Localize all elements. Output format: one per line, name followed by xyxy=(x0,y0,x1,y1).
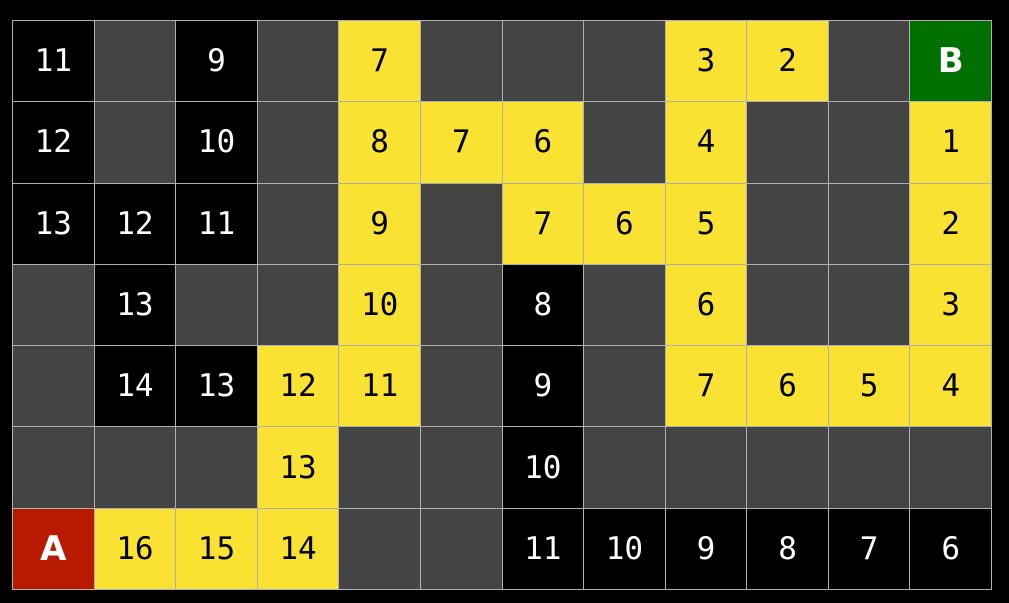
grid-cell-path: 3 xyxy=(910,264,991,346)
grid-cell-empty xyxy=(584,427,665,508)
grid-cell-empty xyxy=(420,183,502,264)
grid-cell-empty xyxy=(13,427,94,508)
grid-cell-empty xyxy=(420,21,502,102)
grid-cell-path: 11 xyxy=(339,346,420,427)
grid-cell-empty xyxy=(584,21,665,102)
grid-cell-explored: 10 xyxy=(176,102,257,183)
grid-cell-empty xyxy=(420,264,502,346)
grid-cell-explored: 7 xyxy=(828,508,910,589)
grid-cell-empty xyxy=(94,427,176,508)
grid-cell-explored: 12 xyxy=(94,183,176,264)
grid-cell-explored: 11 xyxy=(13,21,94,102)
grid-cell-path: 13 xyxy=(257,427,339,508)
grid-cell-explored: 13 xyxy=(94,264,176,346)
grid-cell-path: 7 xyxy=(339,21,420,102)
grid-cell-empty xyxy=(828,102,910,183)
grid-cell-explored: 13 xyxy=(176,346,257,427)
grid-cell-empty xyxy=(420,508,502,589)
grid-cell-empty xyxy=(747,264,828,346)
grid-cell-empty xyxy=(257,183,339,264)
grid-cell-empty xyxy=(94,21,176,102)
grid-cell-path: 6 xyxy=(502,102,584,183)
grid-cell-empty xyxy=(257,21,339,102)
grid-cell-path: 7 xyxy=(665,346,747,427)
grid-cell-path: 6 xyxy=(584,183,665,264)
grid-cell-path: 1 xyxy=(910,102,991,183)
grid-cell-explored: 10 xyxy=(584,508,665,589)
grid-cell-path: 3 xyxy=(665,21,747,102)
grid-cell-path: 4 xyxy=(665,102,747,183)
grid-cell-explored: 12 xyxy=(13,102,94,183)
grid-cell-empty xyxy=(747,183,828,264)
grid-cell-path: 5 xyxy=(665,183,747,264)
grid-cell-path: 4 xyxy=(910,346,991,427)
maze-grid: 11 9 7 3 2 B 12 10 8 7 6 4 1 13 12 11 9 7 6 5 2 13 10 8 6 3 14 13 12… xyxy=(12,20,992,590)
grid-cell-path: 2 xyxy=(747,21,828,102)
grid-cell-empty xyxy=(176,264,257,346)
grid-cell-empty xyxy=(339,427,420,508)
grid-cell-path: 7 xyxy=(502,183,584,264)
grid-cell-empty xyxy=(339,508,420,589)
grid-cell-empty xyxy=(828,264,910,346)
grid-cell-explored: 8 xyxy=(502,264,584,346)
grid-cell-path: 8 xyxy=(339,102,420,183)
grid-cell-empty xyxy=(665,427,747,508)
grid-cell-explored: 11 xyxy=(176,183,257,264)
grid-cell-path: 16 xyxy=(94,508,176,589)
grid-cell-empty xyxy=(747,102,828,183)
start-cell: A xyxy=(13,508,94,589)
grid-cell-empty xyxy=(584,264,665,346)
grid-cell-explored: 14 xyxy=(94,346,176,427)
grid-cell-path: 7 xyxy=(420,102,502,183)
grid-cell-empty xyxy=(910,427,991,508)
grid-cell-path: 15 xyxy=(176,508,257,589)
grid-cell-explored: 10 xyxy=(502,427,584,508)
grid-cell-explored: 8 xyxy=(747,508,828,589)
grid-cell-explored: 9 xyxy=(176,21,257,102)
grid-cell-path: 14 xyxy=(257,508,339,589)
grid-cell-empty xyxy=(176,427,257,508)
grid-cell-explored: 9 xyxy=(665,508,747,589)
grid-cell-explored: 13 xyxy=(13,183,94,264)
grid-cell-empty xyxy=(584,102,665,183)
grid-cell-path: 6 xyxy=(665,264,747,346)
grid-cell-explored: 6 xyxy=(910,508,991,589)
grid-cell-empty xyxy=(747,427,828,508)
grid-cell-path: 6 xyxy=(747,346,828,427)
grid-cell-path: 9 xyxy=(339,183,420,264)
grid-cell-path: 5 xyxy=(828,346,910,427)
grid-cell-path: 10 xyxy=(339,264,420,346)
grid-cell-explored: 9 xyxy=(502,346,584,427)
goal-cell: B xyxy=(910,21,991,102)
grid-cell-empty xyxy=(828,21,910,102)
grid-cell-path: 2 xyxy=(910,183,991,264)
grid-cell-empty xyxy=(420,427,502,508)
grid-cell-empty xyxy=(257,102,339,183)
grid-cell-empty xyxy=(420,346,502,427)
grid-cell-empty xyxy=(828,183,910,264)
grid-cell-empty xyxy=(13,264,94,346)
grid-cell-empty xyxy=(257,264,339,346)
grid-cell-empty xyxy=(828,427,910,508)
grid-cell-empty xyxy=(584,346,665,427)
grid-cell-empty xyxy=(13,346,94,427)
grid-cell-empty xyxy=(94,102,176,183)
grid-cell-explored: 11 xyxy=(502,508,584,589)
grid-cell-path: 12 xyxy=(257,346,339,427)
grid-cell-empty xyxy=(502,21,584,102)
